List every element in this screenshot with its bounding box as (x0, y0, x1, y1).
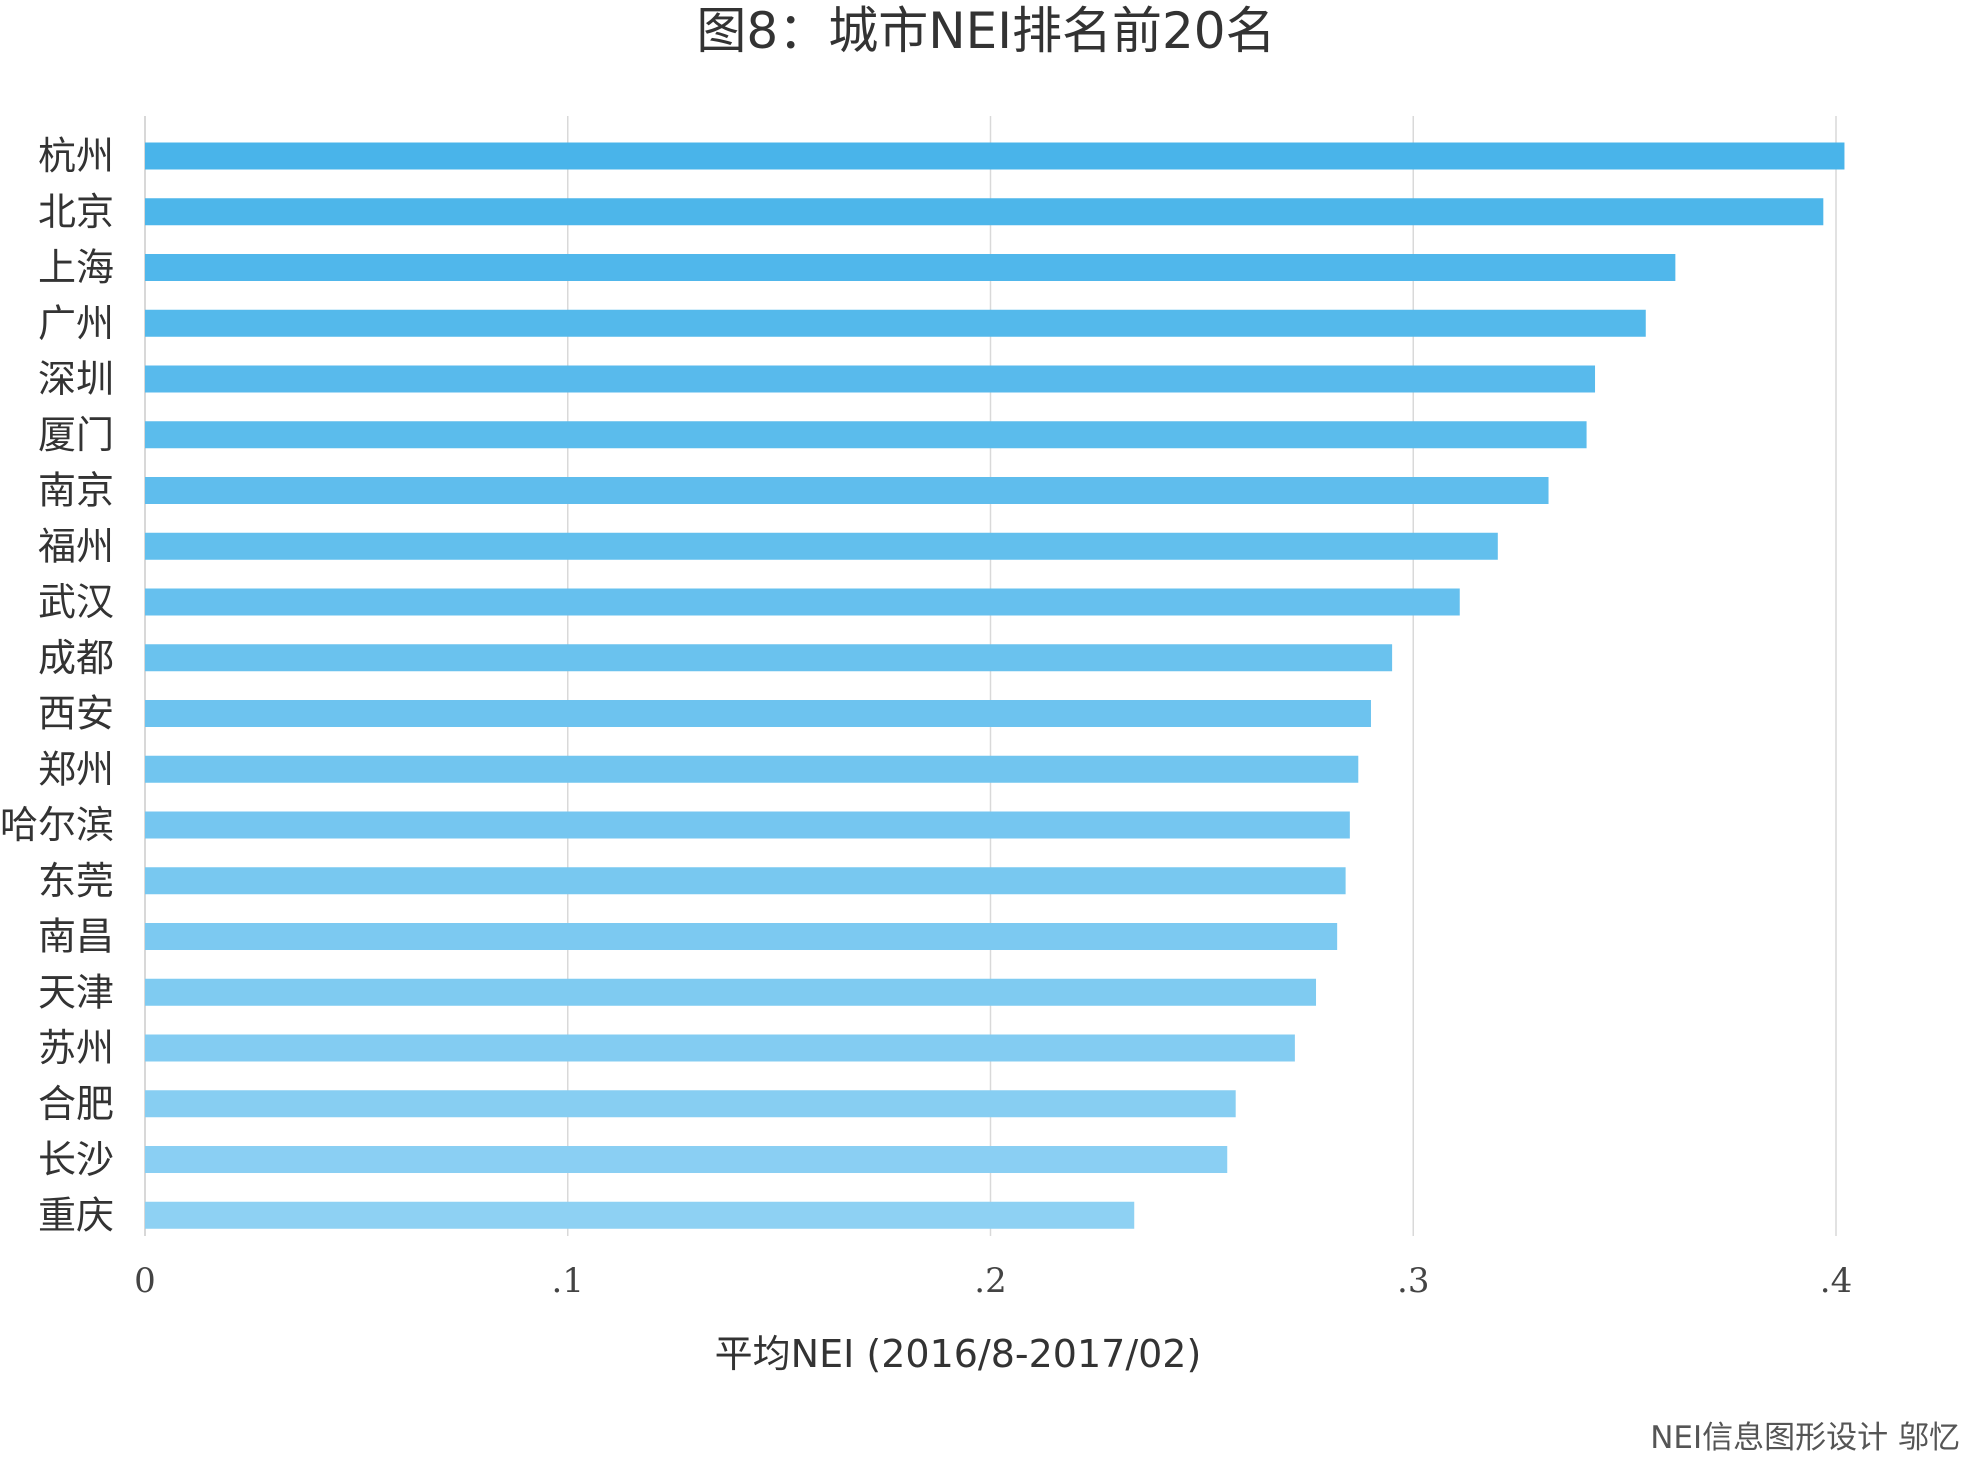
category-label: 成都 (38, 636, 114, 680)
category-label: 南京 (38, 469, 114, 513)
bar (145, 588, 1460, 616)
bar (145, 978, 1317, 1006)
category-label: 北京 (38, 190, 114, 234)
bar (145, 867, 1346, 895)
bars (145, 142, 1845, 1229)
category-label: 哈尔滨 (0, 803, 114, 847)
category-label: 郑州 (38, 747, 114, 791)
x-tick-label: .3 (1397, 1261, 1429, 1301)
bar (145, 811, 1350, 839)
bar (145, 1090, 1236, 1118)
category-label: 重庆 (38, 1193, 114, 1237)
bar (145, 254, 1676, 281)
category-label: 上海 (38, 246, 114, 290)
x-tick-label: .2 (974, 1261, 1006, 1301)
bar (145, 198, 1824, 226)
x-tick-label: .1 (552, 1261, 584, 1301)
category-label: 深圳 (38, 357, 114, 401)
x-tick-labels: 0 .1 .2 .3 .4 (134, 1261, 1852, 1301)
bar (145, 421, 1587, 449)
category-label: 苏州 (38, 1026, 114, 1070)
bar (145, 923, 1338, 950)
category-label: 长沙 (38, 1138, 114, 1182)
bar (145, 1034, 1295, 1062)
category-label: 南昌 (38, 915, 114, 959)
category-label: 广州 (38, 301, 114, 345)
category-label: 福州 (38, 524, 114, 568)
chart-title: 图8：城市NEI排名前20名 (696, 2, 1275, 60)
bar (145, 700, 1371, 727)
category-label: 武汉 (38, 580, 114, 624)
category-labels: 杭州北京上海广州深圳厦门南京福州武汉成都西安郑州哈尔滨东莞南昌天津苏州合肥长沙重… (0, 134, 114, 1237)
category-label: 西安 (38, 692, 114, 736)
bar (145, 477, 1549, 504)
category-label: 杭州 (38, 134, 114, 178)
bar (145, 644, 1393, 672)
category-label: 合肥 (38, 1082, 114, 1126)
bar (145, 755, 1359, 783)
bar (145, 365, 1596, 393)
bar (145, 142, 1845, 170)
bar (145, 1201, 1135, 1229)
bar (145, 1146, 1228, 1173)
category-label: 天津 (38, 970, 114, 1014)
gridlines (144, 116, 1837, 1236)
credit-text: NEI信息图形设计 邬忆 (1650, 1420, 1960, 1456)
bar (145, 532, 1498, 560)
category-label: 厦门 (38, 413, 114, 457)
x-tick-label: .4 (1820, 1261, 1852, 1301)
category-label: 东莞 (38, 859, 114, 903)
x-axis-label: 平均NEI (2016/8-2017/02) (715, 1332, 1202, 1376)
x-tick-label: 0 (134, 1261, 156, 1301)
bar (145, 309, 1646, 337)
